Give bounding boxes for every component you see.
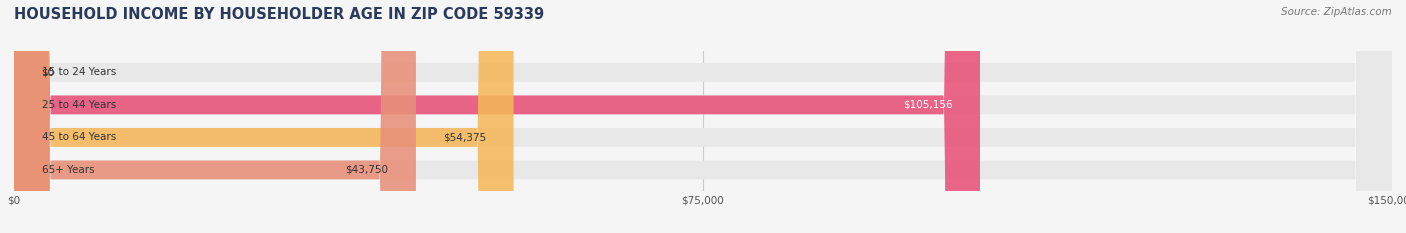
Text: $43,750: $43,750 — [346, 165, 388, 175]
Text: 15 to 24 Years: 15 to 24 Years — [42, 67, 115, 77]
FancyBboxPatch shape — [14, 0, 513, 233]
Text: $0: $0 — [42, 67, 55, 77]
Text: 65+ Years: 65+ Years — [42, 165, 94, 175]
Text: Source: ZipAtlas.com: Source: ZipAtlas.com — [1281, 7, 1392, 17]
Text: 25 to 44 Years: 25 to 44 Years — [42, 100, 115, 110]
Text: $105,156: $105,156 — [903, 100, 952, 110]
Text: $54,375: $54,375 — [443, 132, 486, 142]
FancyBboxPatch shape — [14, 0, 416, 233]
FancyBboxPatch shape — [14, 0, 1392, 233]
FancyBboxPatch shape — [14, 0, 980, 233]
Text: HOUSEHOLD INCOME BY HOUSEHOLDER AGE IN ZIP CODE 59339: HOUSEHOLD INCOME BY HOUSEHOLDER AGE IN Z… — [14, 7, 544, 22]
FancyBboxPatch shape — [14, 0, 1392, 233]
Text: 45 to 64 Years: 45 to 64 Years — [42, 132, 115, 142]
FancyBboxPatch shape — [14, 0, 1392, 233]
FancyBboxPatch shape — [14, 0, 1392, 233]
